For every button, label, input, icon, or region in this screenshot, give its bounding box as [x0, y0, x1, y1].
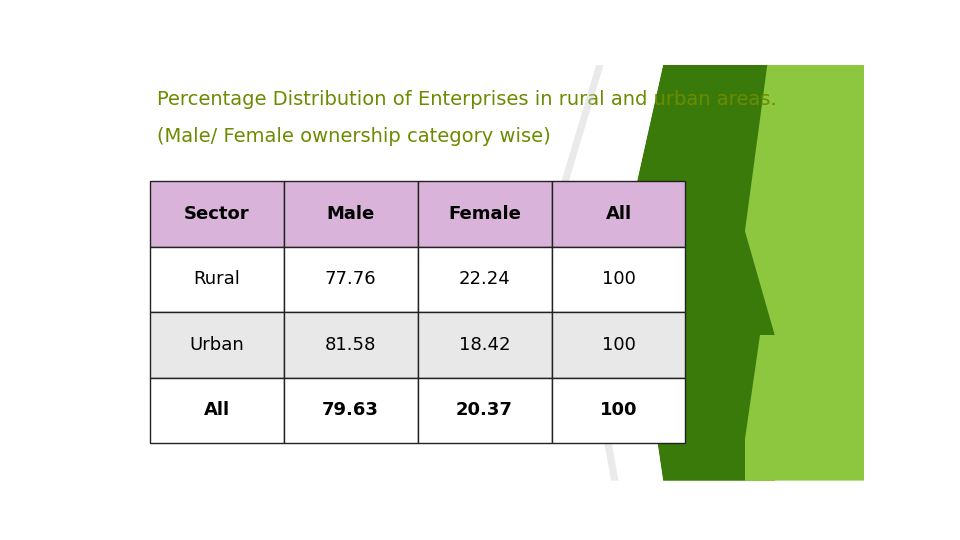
Text: 20.37: 20.37: [456, 401, 513, 420]
Bar: [284, 377, 418, 443]
Bar: [418, 312, 551, 377]
Text: 79.63: 79.63: [323, 401, 379, 420]
Polygon shape: [566, 65, 663, 481]
Text: 100: 100: [600, 401, 637, 420]
Bar: [551, 181, 685, 247]
Text: All: All: [204, 401, 229, 420]
Bar: [418, 377, 551, 443]
Text: 77.76: 77.76: [324, 271, 376, 288]
Text: All: All: [606, 205, 632, 223]
Bar: [418, 181, 551, 247]
Bar: [284, 181, 418, 247]
Text: 22.24: 22.24: [459, 271, 511, 288]
Text: 81.58: 81.58: [324, 336, 376, 354]
Text: Urban: Urban: [189, 336, 244, 354]
Bar: [551, 377, 685, 443]
Text: Sector: Sector: [184, 205, 250, 223]
Bar: [150, 247, 283, 312]
Text: 100: 100: [602, 271, 636, 288]
Bar: [150, 181, 283, 247]
Bar: [551, 312, 685, 377]
Text: 100: 100: [602, 336, 636, 354]
Text: Percentage Distribution of Enterprises in rural and urban areas.: Percentage Distribution of Enterprises i…: [157, 90, 777, 109]
Bar: [551, 247, 685, 312]
Polygon shape: [626, 65, 864, 481]
Text: Female: Female: [448, 205, 521, 223]
Bar: [150, 312, 283, 377]
Polygon shape: [626, 65, 775, 481]
Bar: [150, 377, 283, 443]
Bar: [284, 312, 418, 377]
Polygon shape: [559, 65, 618, 481]
Text: (Male/ Female ownership category wise): (Male/ Female ownership category wise): [157, 127, 551, 146]
Text: 18.42: 18.42: [459, 336, 511, 354]
Text: Rural: Rural: [193, 271, 240, 288]
Bar: [418, 247, 551, 312]
Polygon shape: [745, 335, 775, 481]
Bar: [284, 247, 418, 312]
Text: Male: Male: [326, 205, 374, 223]
